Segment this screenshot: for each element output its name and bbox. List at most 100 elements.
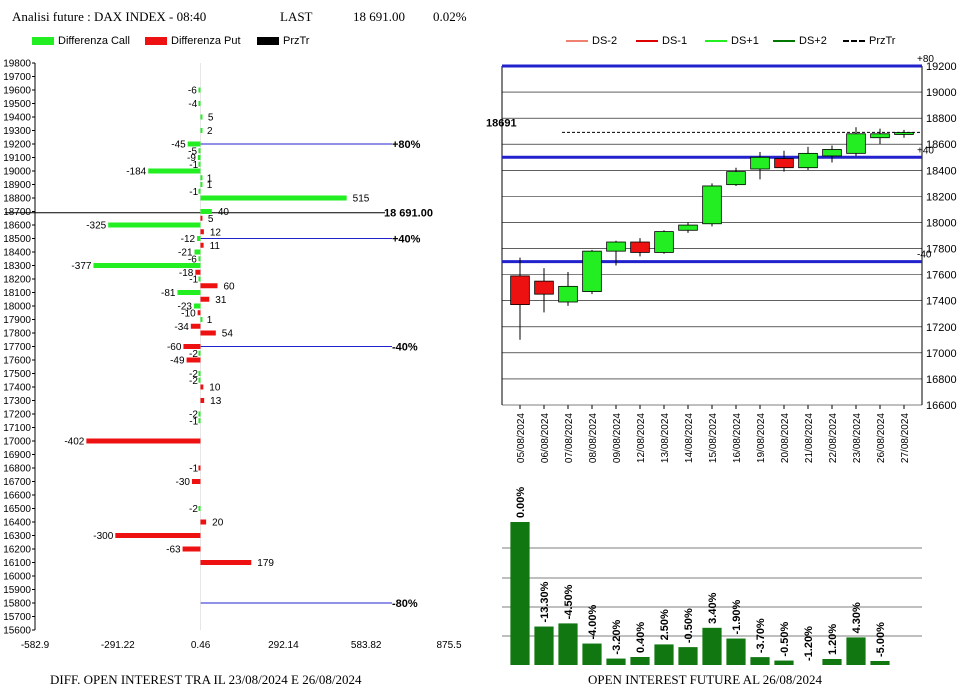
bar-value-label: -1 bbox=[189, 160, 198, 171]
left-footer: DIFF. OPEN INTEREST TRA IL 23/08/2024 E … bbox=[50, 672, 362, 687]
y-tick-label: 18000 bbox=[3, 302, 31, 313]
x-tick-label: 13/08/2024 bbox=[660, 413, 671, 463]
y-tick-label: 16600 bbox=[926, 400, 957, 412]
oi-bar bbox=[726, 638, 746, 665]
ds-2-line-icon bbox=[566, 40, 588, 43]
candlestick-chart: 16600 16800 17000 17200 17400 17600 17800 18000… bbox=[486, 54, 957, 463]
bar-value-label: -30 bbox=[176, 477, 191, 488]
oi-diff-bar bbox=[200, 182, 203, 187]
oi-diff-bar bbox=[198, 350, 201, 356]
candle-body bbox=[702, 185, 722, 225]
oi-bar bbox=[630, 656, 650, 665]
legend-call: Differenza Call bbox=[32, 35, 130, 47]
x-tick-label: 292.14 bbox=[268, 640, 299, 651]
y-tick-label: 16800 bbox=[3, 464, 31, 475]
oi-percent-label: 2.50% bbox=[659, 609, 671, 640]
y-tick-label: 15600 bbox=[3, 626, 31, 637]
oi-diff-bar bbox=[197, 155, 201, 160]
legend-call-label: Differenza Call bbox=[58, 35, 130, 47]
candle-body bbox=[606, 241, 626, 252]
legend-put: Differenza Put bbox=[145, 35, 241, 47]
oi-diff-bar bbox=[194, 249, 201, 255]
oi-bar bbox=[702, 627, 722, 665]
bar-value-label: -1 bbox=[189, 275, 198, 286]
candle-body bbox=[846, 133, 866, 154]
y-tick-label: 18600 bbox=[926, 139, 957, 151]
legend-przTr-right-label: PrzTr bbox=[869, 35, 896, 47]
y-tick-label: 19300 bbox=[3, 126, 31, 137]
bar-value-label: -377 bbox=[71, 261, 91, 272]
oi-percent-label: -4.00% bbox=[587, 604, 599, 639]
bar-value-label: -2 bbox=[189, 504, 198, 515]
oi-diff-bar bbox=[183, 344, 201, 349]
oi-difference-chart: 15600 15700 15800 15900 16000 16100 16200 16300… bbox=[3, 59, 462, 652]
bar-value-label: 54 bbox=[222, 329, 234, 340]
bar-value-label: -9 bbox=[187, 153, 196, 164]
oi-diff-bar bbox=[93, 263, 201, 268]
change-percent: 0.02% bbox=[433, 9, 467, 24]
oi-diff-bar bbox=[108, 222, 201, 228]
oi-diff-bar bbox=[191, 479, 201, 484]
oi-percent-label: 4.30% bbox=[851, 602, 863, 633]
bar-value-label: -402 bbox=[64, 437, 84, 448]
oi-diff-bar bbox=[198, 161, 201, 167]
chart-title: Analisi future : DAX INDEX - 08:40 bbox=[12, 9, 207, 24]
oi-percent-label: -3.20% bbox=[611, 619, 623, 654]
bar-value-label: 40 bbox=[218, 207, 230, 218]
y-tick-label: 19800 bbox=[3, 59, 31, 70]
bar-value-label: 13 bbox=[210, 396, 222, 407]
bar-value-label: 1 bbox=[207, 315, 213, 326]
oi-bar bbox=[606, 658, 626, 665]
bar-value-label: -23 bbox=[177, 302, 192, 313]
candle-body bbox=[654, 231, 674, 253]
level-label: +40% bbox=[392, 234, 421, 246]
y-tick-label: 17600 bbox=[926, 270, 957, 282]
oi-bar bbox=[534, 626, 554, 665]
x-tick-label: 05/08/2024 bbox=[516, 413, 527, 463]
oi-diff-bar bbox=[200, 209, 212, 214]
y-tick-label: 18200 bbox=[3, 275, 31, 286]
oi-percent-label: -0.50% bbox=[683, 608, 695, 643]
oi-diff-bar bbox=[200, 215, 203, 221]
x-tick-label: 14/08/2024 bbox=[684, 413, 695, 463]
oi-bar bbox=[510, 522, 530, 665]
oi-diff-bar bbox=[86, 438, 201, 444]
oi-diff-bar bbox=[187, 141, 201, 147]
bar-value-label: -21 bbox=[178, 248, 193, 259]
open-interest-chart: 0.00% -13.30% -4.50% -4.00% -3.20% 0.40% 2.50%… bbox=[502, 487, 922, 665]
bar-value-label: -184 bbox=[126, 167, 146, 178]
y-tick-label: 15800 bbox=[3, 599, 31, 610]
y-tick-label: 17500 bbox=[3, 369, 31, 380]
oi-diff-bar bbox=[200, 229, 204, 235]
oi-bar bbox=[822, 658, 842, 665]
y-tick-label: 19500 bbox=[3, 99, 31, 110]
y-tick-label: 17200 bbox=[926, 322, 957, 334]
y-tick-label: 17000 bbox=[926, 348, 957, 360]
bar-value-label: -2 bbox=[189, 376, 198, 387]
x-tick-label: 0.46 bbox=[191, 640, 211, 651]
legend-ds-2: DS-2 bbox=[566, 35, 617, 47]
oi-diff-bar bbox=[198, 276, 201, 282]
legend-ds-1: DS-1 bbox=[636, 35, 687, 47]
y-tick-label: 17700 bbox=[3, 342, 31, 353]
x-tick-label: 20/08/2024 bbox=[780, 413, 791, 463]
bar-value-label: -45 bbox=[171, 140, 186, 151]
bar-value-label: -2 bbox=[189, 349, 198, 360]
bar-value-label: 12 bbox=[210, 227, 222, 238]
bar-value-label: 20 bbox=[212, 518, 224, 529]
oi-diff-bar bbox=[200, 519, 207, 525]
oi-diff-bar bbox=[200, 384, 204, 390]
x-tick-label: 12/08/2024 bbox=[636, 413, 647, 463]
x-tick-label: 21/08/2024 bbox=[804, 413, 815, 463]
oi-diff-bar bbox=[200, 195, 347, 201]
oi-diff-bar bbox=[200, 242, 204, 248]
oi-bar bbox=[678, 647, 698, 665]
oi-percent-label: -1.90% bbox=[731, 599, 743, 634]
y-tick-label: 17600 bbox=[3, 356, 31, 367]
ds-1-line-icon bbox=[636, 40, 658, 43]
y-tick-label: 19200 bbox=[3, 140, 31, 151]
y-tick-label: 16100 bbox=[3, 558, 31, 569]
y-tick-label: 16300 bbox=[3, 531, 31, 542]
oi-diff-bar bbox=[200, 330, 216, 336]
y-tick-label: 19000 bbox=[926, 87, 957, 99]
